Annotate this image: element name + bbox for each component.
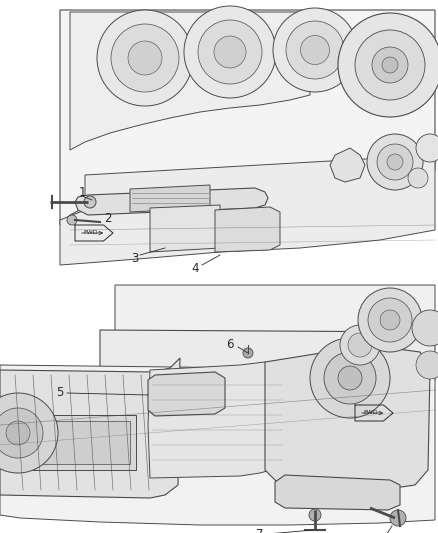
Circle shape <box>348 333 372 357</box>
Circle shape <box>84 196 96 208</box>
Circle shape <box>67 215 77 225</box>
Circle shape <box>97 10 193 106</box>
Polygon shape <box>265 348 430 490</box>
Text: FWD: FWD <box>363 410 378 416</box>
Text: 1: 1 <box>78 187 86 199</box>
Circle shape <box>243 348 253 358</box>
Polygon shape <box>148 362 285 478</box>
Circle shape <box>416 351 438 379</box>
Circle shape <box>324 352 376 404</box>
Circle shape <box>338 13 438 117</box>
Polygon shape <box>130 185 210 212</box>
Polygon shape <box>275 475 400 510</box>
Circle shape <box>0 393 58 473</box>
Circle shape <box>300 36 329 64</box>
Bar <box>18 415 136 470</box>
Circle shape <box>286 21 344 79</box>
Circle shape <box>377 144 413 180</box>
Circle shape <box>358 288 422 352</box>
Text: 4: 4 <box>191 262 199 274</box>
Circle shape <box>309 509 321 521</box>
Text: 5: 5 <box>57 386 64 400</box>
Bar <box>24 421 130 464</box>
Circle shape <box>198 20 262 84</box>
Polygon shape <box>80 330 435 432</box>
Circle shape <box>340 325 380 365</box>
Circle shape <box>368 298 412 342</box>
Polygon shape <box>0 358 180 498</box>
Circle shape <box>111 24 179 92</box>
Polygon shape <box>148 372 225 416</box>
Circle shape <box>372 47 408 83</box>
Circle shape <box>128 41 162 75</box>
Circle shape <box>338 366 362 390</box>
Circle shape <box>0 408 43 458</box>
Circle shape <box>214 36 246 68</box>
Polygon shape <box>60 155 435 265</box>
Circle shape <box>367 134 423 190</box>
Polygon shape <box>70 12 310 150</box>
Circle shape <box>412 310 438 346</box>
Text: 3: 3 <box>131 252 139 264</box>
Text: FWD: FWD <box>83 230 98 236</box>
Polygon shape <box>75 188 268 215</box>
Text: 2: 2 <box>104 213 112 225</box>
Polygon shape <box>60 10 435 225</box>
Polygon shape <box>330 148 365 182</box>
Polygon shape <box>150 205 220 252</box>
Circle shape <box>6 421 30 445</box>
Circle shape <box>387 154 403 170</box>
Circle shape <box>408 168 428 188</box>
Polygon shape <box>215 207 280 252</box>
Polygon shape <box>115 285 435 350</box>
Circle shape <box>380 310 400 330</box>
Text: 6: 6 <box>226 338 234 351</box>
Polygon shape <box>0 365 435 525</box>
Circle shape <box>273 8 357 92</box>
Circle shape <box>416 134 438 162</box>
Circle shape <box>382 57 398 73</box>
Text: 7: 7 <box>256 529 264 533</box>
Circle shape <box>184 6 276 98</box>
Circle shape <box>355 30 425 100</box>
Circle shape <box>390 510 406 526</box>
Circle shape <box>310 338 390 418</box>
